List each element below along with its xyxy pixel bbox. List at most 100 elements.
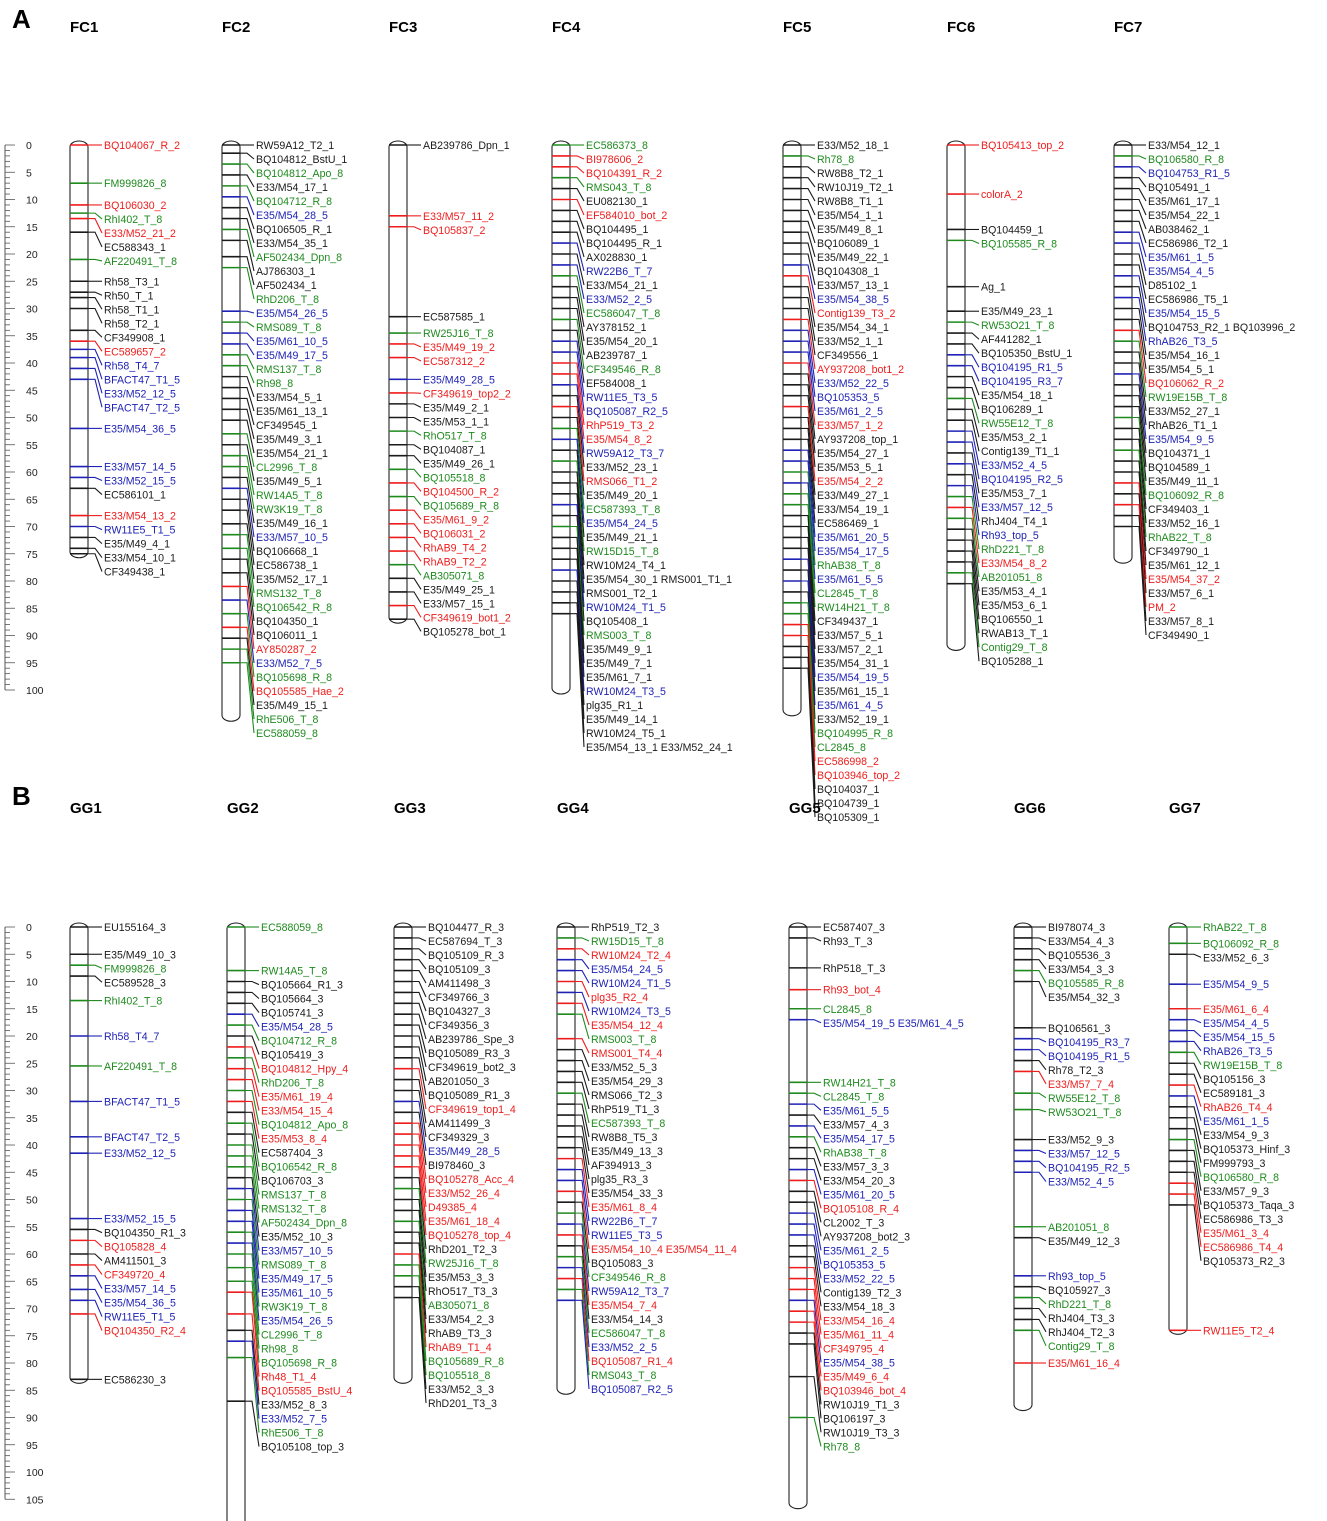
marker-connector [1032, 1171, 1047, 1182]
marker-connector [807, 1256, 822, 1307]
marker-label: AB038462_1 [1148, 224, 1209, 236]
marker-label: BQ104812_BstU_1 [256, 154, 347, 166]
marker-connector [88, 525, 103, 531]
marker-connector [1187, 1084, 1202, 1107]
marker-label: E35/M61_2_5 [817, 406, 883, 418]
marker-connector [245, 1155, 260, 1209]
marker-label: E35/M61_10_5 [256, 336, 328, 348]
marker-label: E33/M52_16_1 [1148, 518, 1220, 530]
marker-label: BQ105108_R_4 [823, 1203, 899, 1215]
marker-label: E35/M54_33_3 [591, 1188, 663, 1200]
scale-tick-label: 65 [26, 494, 38, 506]
marker-connector [807, 1179, 822, 1209]
marker-connector [965, 506, 980, 564]
marker-label: BQ106289_1 [981, 404, 1044, 416]
marker-label: E35/M49_5_1 [256, 476, 322, 488]
marker-connector [1187, 1095, 1202, 1121]
marker-connector [1032, 1318, 1047, 1333]
marker-label: EC589528_3 [104, 977, 166, 989]
marker-label: BQ105288_1 [981, 656, 1044, 668]
marker-connector [88, 356, 103, 380]
marker-label: E35/M53_4_1 [981, 586, 1047, 598]
marker-label: E35/M49_28_5 [423, 374, 495, 386]
marker-label: E35/M53_5_1 [817, 462, 883, 474]
marker-label: E33/M57_14_5 [104, 1284, 176, 1296]
marker-connector [88, 258, 103, 262]
marker-label: BQ105828_4 [104, 1242, 167, 1254]
marker-label: RW10J19_T2_1 [817, 182, 893, 194]
marker-connector [245, 1188, 260, 1251]
marker-connector [412, 1079, 427, 1124]
marker-label: BQ106031_2 [423, 528, 486, 540]
marker-label: CF349619_bot1_2 [423, 612, 511, 624]
marker-connector [240, 419, 255, 454]
marker-label: RW55E12_T_8 [1048, 1093, 1120, 1105]
linkage-group-GG6: GG6 BI978074_3 E33/M54_4_3 BQ105536_3 E33/M5… [1013, 800, 1130, 1412]
marker-label: EC587407_3 [823, 922, 885, 934]
marker-label: RhAB26_T3_5 [1203, 1046, 1273, 1058]
marker-connector [965, 365, 980, 382]
marker-connector [407, 482, 422, 492]
marker-label: RW15D15_T_8 [591, 936, 664, 948]
linkage-group-title: FC7 [1114, 19, 1142, 36]
marker-connector [570, 515, 585, 622]
marker-connector [1032, 1297, 1047, 1305]
marker-label: E35/M54_9_5 [1148, 434, 1214, 446]
marker-label: EC586101_1 [104, 490, 166, 502]
marker-connector [1132, 438, 1147, 524]
marker-label: E35/M54_29_3 [591, 1076, 663, 1088]
marker-label: BQ105585_BstU_4 [261, 1386, 352, 1398]
marker-connector [807, 1019, 822, 1024]
marker-connector [1032, 970, 1047, 984]
marker-label: E35/M54_28_5 [261, 1022, 333, 1034]
marker-connector [570, 329, 585, 384]
marker-label: BQ104087_1 [423, 444, 486, 456]
marker-connector [570, 340, 585, 398]
marker-label: E33/M52_15_5 [104, 1214, 176, 1226]
marker-connector [801, 220, 816, 244]
marker-connector [1132, 460, 1147, 552]
marker-connector [412, 1188, 427, 1264]
marker-label: E33/M52_23_1 [586, 462, 658, 474]
marker-connector [412, 1057, 427, 1096]
marker-label: E35/M52_17_1 [256, 574, 328, 586]
marker-label: FM999826_8 [104, 963, 167, 975]
marker-connector [807, 1136, 822, 1153]
marker-label: E35/M54_27_1 [817, 448, 889, 460]
marker-connector [965, 408, 980, 438]
marker-connector [240, 523, 255, 580]
marker-label: E33/M52_12_5 [104, 1148, 176, 1160]
marker-connector [412, 1089, 427, 1138]
marker-connector [407, 226, 422, 231]
marker-label: EC587393_T_8 [586, 504, 660, 516]
marker-label: E33/M52_7_5 [256, 658, 322, 670]
marker-label: AM411498_3 [428, 978, 490, 990]
marker-connector [801, 166, 816, 174]
marker-label: E33/M52_12_5 [104, 388, 176, 400]
scale-tick-label: 70 [26, 1304, 38, 1316]
marker-label: E33/M54_15_4 [261, 1106, 333, 1118]
marker-connector [88, 1228, 103, 1234]
marker-connector [965, 517, 980, 578]
marker-connector [412, 1297, 427, 1404]
marker-connector [570, 362, 585, 426]
marker-label: E33/M52_4_5 [1048, 1177, 1114, 1189]
marker-connector [88, 547, 103, 558]
marker-label: BQ104308_1 [817, 266, 880, 278]
marker-connector [245, 1024, 260, 1041]
marker-label: BQ106550_1 [981, 614, 1044, 626]
marker-connector [240, 465, 255, 510]
marker-label: E35/M49_25_1 [423, 584, 495, 596]
marker-label: CF349329_3 [428, 1132, 489, 1144]
marker-connector [240, 321, 255, 328]
marker-connector [570, 449, 585, 538]
marker-label: RW8B8_T5_3 [591, 1132, 657, 1144]
marker-connector [801, 406, 816, 482]
marker-label: AB201050_3 [428, 1076, 489, 1088]
marker-label: E35/M49_7_1 [586, 658, 652, 670]
scale-tick-label: 45 [26, 1167, 38, 1179]
marker-connector [412, 1242, 427, 1334]
marker-label: BQ104195_R3_7 [981, 376, 1063, 388]
marker-connector [1187, 1117, 1202, 1149]
marker-label: E35/M54_30_1 RMS001_T1_1 [586, 574, 732, 586]
